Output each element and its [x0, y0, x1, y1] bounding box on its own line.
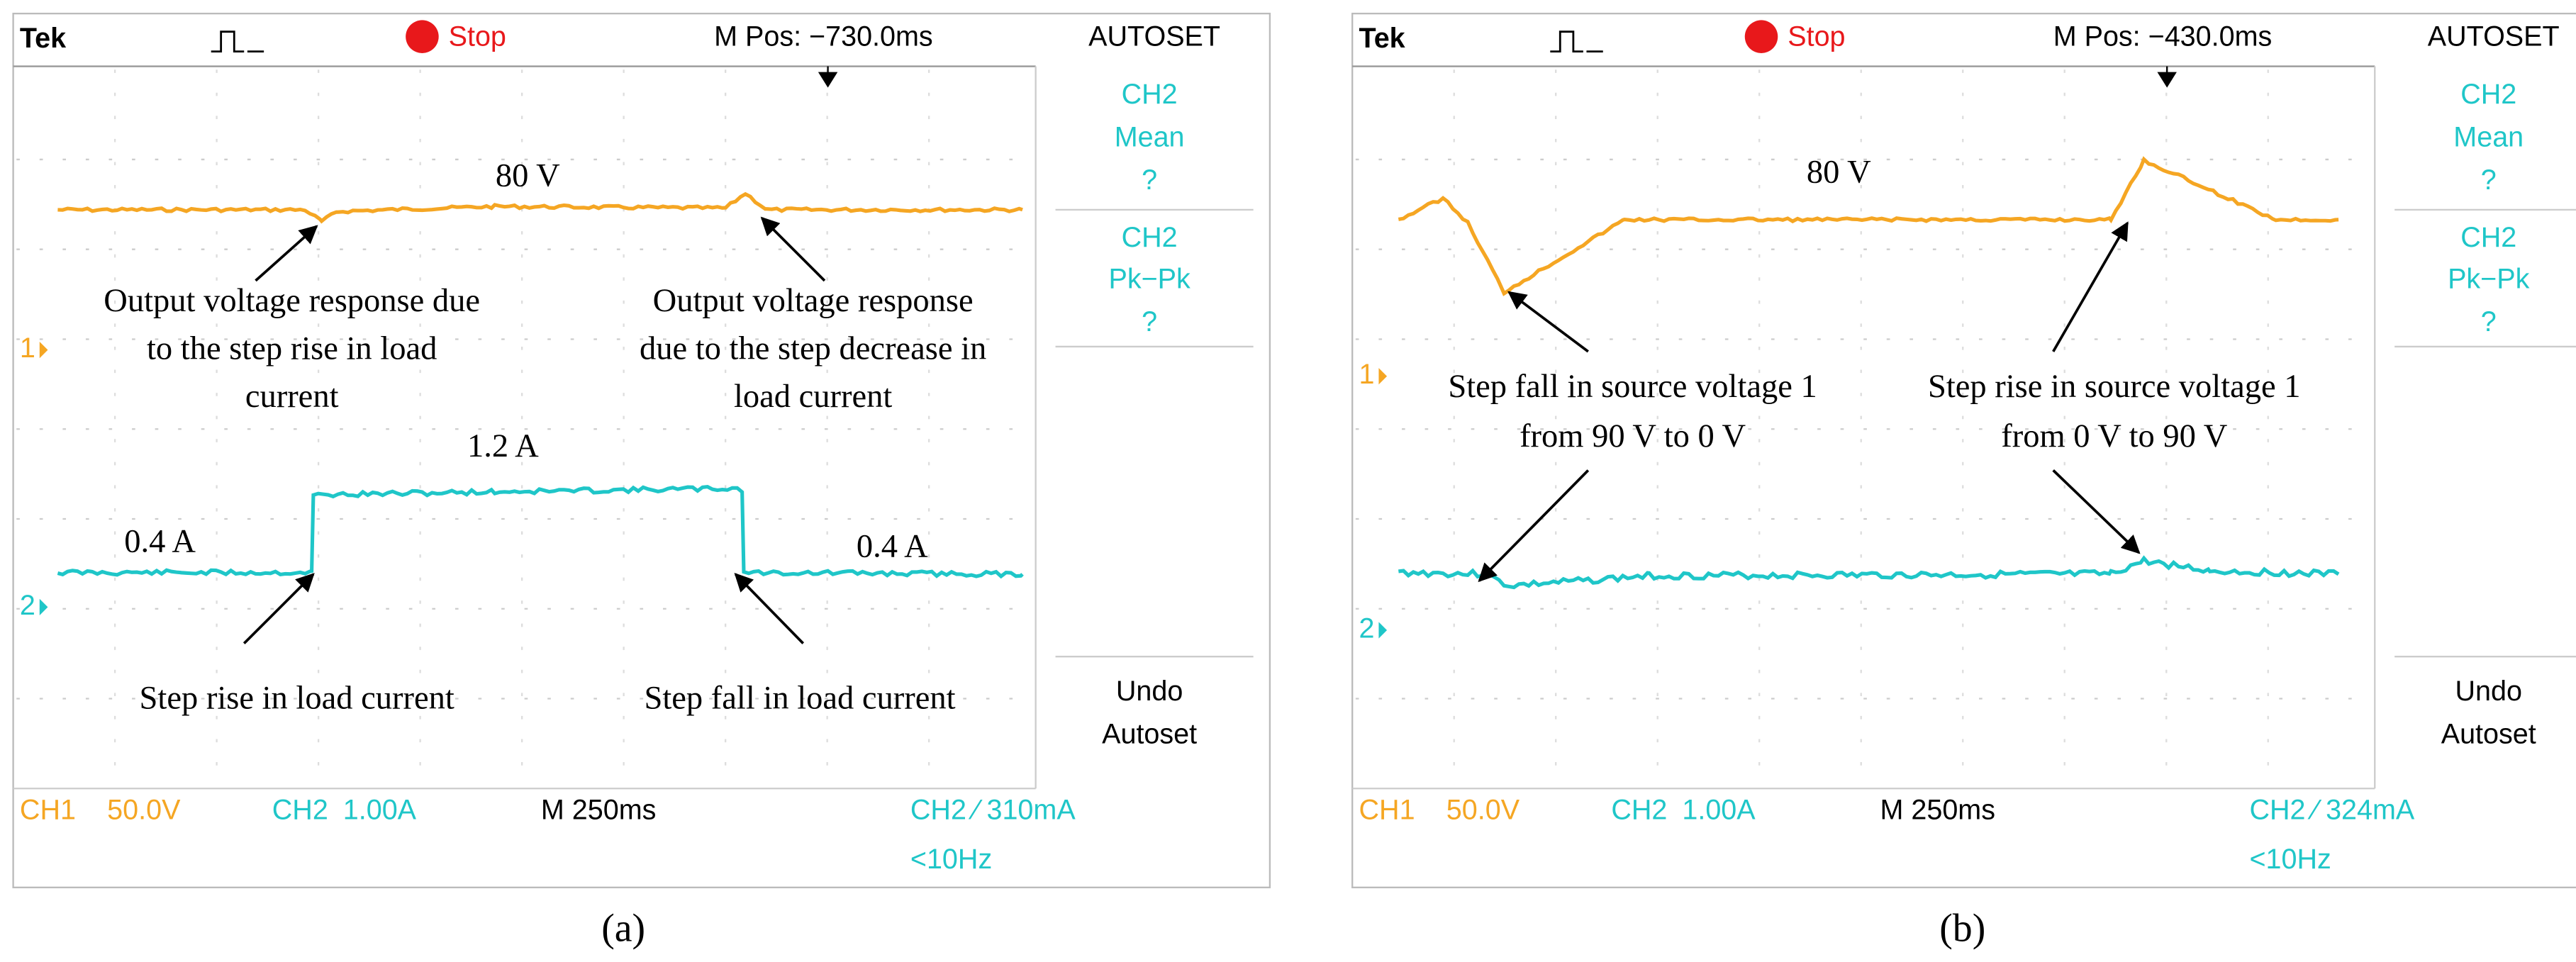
menu-item: CH2	[2460, 79, 2516, 110]
trigger: CH2 ⁄ 310mA	[910, 794, 1076, 825]
annotation: to the step rise in load	[147, 331, 437, 367]
scope-screen	[12, 12, 1271, 888]
timebase: M 250ms	[1880, 794, 1995, 825]
ch1-scale: 50.0V	[1446, 794, 1520, 825]
arrow	[734, 573, 805, 644]
channel-marker: 2	[20, 590, 35, 621]
annotation: 0.4 A	[124, 524, 196, 560]
caption: (b)	[1939, 906, 1985, 950]
marker-arrow	[39, 598, 48, 616]
annotation: load current	[734, 379, 892, 415]
caption: (a)	[601, 906, 645, 950]
brand: Tek	[1359, 23, 1406, 54]
arrow	[1478, 469, 1590, 583]
annotation: Output voltage response due	[104, 283, 480, 319]
stop-indicator	[1744, 20, 1778, 53]
arrow	[242, 573, 315, 644]
status: Stop	[1788, 21, 1845, 52]
trigger-position	[2157, 66, 2177, 88]
position: M Pos: −730.0ms	[714, 21, 933, 52]
trigger-icon	[1550, 30, 1603, 53]
current-trace	[1398, 555, 2340, 590]
arrow	[2052, 469, 2141, 554]
channel-marker: 1	[20, 332, 35, 364]
timebase: M 250ms	[541, 794, 657, 825]
ch2-scale: 1.00A	[343, 794, 417, 825]
trigger-position	[818, 66, 838, 88]
arrow	[1507, 291, 1589, 353]
menu-item: Pk−Pk	[1108, 263, 1191, 294]
ch2-label: CH2	[272, 794, 328, 825]
trigger-freq: <10Hz	[910, 844, 992, 875]
annotation: 80 V	[1807, 155, 1871, 191]
voltage-trace	[1398, 156, 2339, 296]
arrow	[760, 216, 826, 282]
menu-item: ?	[1142, 306, 1157, 337]
trigger: CH2 ⁄ 324mA	[2249, 794, 2414, 825]
current-trace	[57, 485, 1024, 579]
annotation: Output voltage response	[653, 283, 974, 319]
menu-item: Mean	[1115, 121, 1185, 152]
annotation: due to the step decrease in	[640, 331, 986, 367]
ch1-scale: 50.0V	[107, 794, 181, 825]
annotation: from 90 V to 0 V	[1520, 418, 1746, 454]
arrow	[255, 225, 318, 282]
menu-item: Autoset	[1102, 718, 1197, 749]
menu-item: CH2	[1122, 222, 1178, 253]
position: M Pos: −430.0ms	[2053, 21, 2273, 52]
trigger-icon	[211, 30, 264, 53]
menu-item: ?	[2481, 306, 2497, 337]
ch1-label: CH1	[20, 794, 76, 825]
annotation: 0.4 A	[857, 529, 928, 565]
menu-title: AUTOSET	[1088, 21, 1220, 52]
annotation: Step fall in load current	[645, 681, 956, 717]
marker-arrow	[1378, 368, 1388, 385]
channel-marker: 2	[1359, 613, 1375, 644]
annotation: current	[245, 379, 339, 415]
annotation: Step fall in source voltage 1	[1448, 369, 1817, 405]
menu-item: ?	[2481, 164, 2497, 196]
ch1-label: CH1	[1359, 794, 1415, 825]
annotation: 80 V	[496, 157, 560, 194]
arrow	[2052, 221, 2129, 352]
menu-item: Mean	[2453, 121, 2524, 152]
menu-item: CH2	[1122, 79, 1178, 110]
menu-item: CH2	[2460, 222, 2516, 253]
ch2-scale: 1.00A	[1682, 794, 1756, 825]
annotation: 1.2 A	[467, 428, 539, 464]
annotation: Step rise in source voltage 1	[1928, 369, 2301, 405]
menu-item: Autoset	[2441, 718, 2536, 749]
marker-arrow	[39, 341, 48, 359]
voltage-trace	[57, 191, 1023, 224]
menu-title: AUTOSET	[2428, 21, 2560, 52]
marker-arrow	[1378, 622, 1388, 639]
menu-item: Pk−Pk	[2448, 263, 2530, 294]
menu-item: Undo	[1116, 676, 1183, 707]
stop-indicator	[406, 20, 439, 53]
ch2-label: CH2	[1611, 794, 1667, 825]
brand: Tek	[20, 23, 67, 54]
channel-marker: 1	[1359, 359, 1375, 390]
status: Stop	[449, 21, 506, 52]
annotation: Step rise in load current	[140, 681, 455, 717]
menu-item: Undo	[2455, 676, 2521, 707]
trigger-freq: <10Hz	[2249, 844, 2331, 875]
menu-item: ?	[1142, 164, 1157, 196]
annotation: from 0 V to 90 V	[2001, 418, 2227, 454]
